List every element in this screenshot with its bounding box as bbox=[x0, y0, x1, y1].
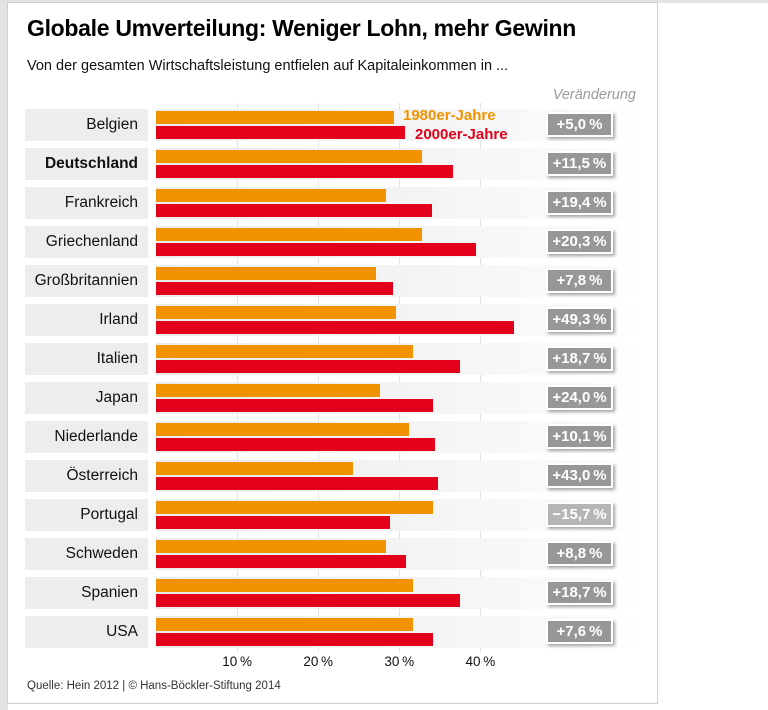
change-badge: +5,0 % bbox=[546, 112, 613, 137]
change-badge: +11,5 % bbox=[546, 151, 613, 176]
legend-2000s-label: 2000er-Jahre bbox=[415, 126, 508, 143]
legend-1980s-label: 1980er-Jahre bbox=[403, 107, 496, 124]
change-badge: +18,7 % bbox=[546, 580, 613, 605]
bar-1980s bbox=[156, 228, 422, 241]
bar-1980s bbox=[156, 384, 380, 397]
bar-1980s bbox=[156, 345, 414, 358]
bar-1980s bbox=[156, 501, 434, 514]
bar-1980s bbox=[156, 618, 414, 631]
table-row: Österreich +43,0 % bbox=[8, 460, 656, 492]
change-badge: +7,8 % bbox=[546, 268, 613, 293]
table-row: Italien +18,7 % bbox=[8, 343, 656, 375]
chart-card: Globale Umverteilung: Weniger Lohn, mehr… bbox=[7, 2, 658, 704]
change-column-header: Veränderung bbox=[552, 87, 636, 103]
gridline bbox=[399, 103, 401, 652]
country-label: Schweden bbox=[25, 538, 148, 570]
bar-2000s bbox=[156, 165, 453, 178]
bar-2000s bbox=[156, 633, 433, 646]
gridline bbox=[480, 103, 482, 652]
gridline bbox=[318, 103, 320, 652]
bar-2000s bbox=[156, 516, 391, 529]
table-row: Irland +49,3 % bbox=[8, 304, 656, 336]
bar-1980s bbox=[156, 267, 376, 280]
country-label: Irland bbox=[25, 304, 148, 336]
country-label: Griechenland bbox=[25, 226, 148, 258]
country-label: Portugal bbox=[25, 499, 148, 531]
table-row: USA +7,6 % bbox=[8, 616, 656, 648]
bar-1980s bbox=[156, 423, 410, 436]
bar-1980s bbox=[156, 306, 397, 319]
x-axis-tick-label: 10 % bbox=[222, 654, 252, 669]
country-label: Österreich bbox=[25, 460, 148, 492]
source-note: Quelle: Hein 2012 | © Hans-Böckler-Stift… bbox=[27, 680, 281, 692]
bar-1980s bbox=[156, 111, 394, 124]
country-label: USA bbox=[25, 616, 148, 648]
table-row: Griechenland +20,3 % bbox=[8, 226, 656, 258]
table-row: Frankreich +19,4 % bbox=[8, 187, 656, 219]
bar-2000s bbox=[156, 243, 476, 256]
bar-1980s bbox=[156, 540, 386, 553]
top-edge-strip bbox=[0, 0, 768, 3]
change-badge: +19,4 % bbox=[546, 190, 613, 215]
page-title: Globale Umverteilung: Weniger Lohn, mehr… bbox=[27, 15, 577, 41]
bar-1980s bbox=[156, 150, 422, 163]
change-badge: +24,0 % bbox=[546, 385, 613, 410]
change-badge: +7,6 % bbox=[546, 619, 613, 644]
change-badge: +43,0 % bbox=[546, 463, 613, 488]
bar-1980s bbox=[156, 462, 354, 475]
table-row: Deutschland +11,5 % bbox=[8, 148, 656, 180]
table-row: Belgien +5,0 % bbox=[8, 109, 656, 141]
country-label: Belgien bbox=[25, 109, 148, 141]
country-label: Japan bbox=[25, 382, 148, 414]
x-axis-tick-label: 30 % bbox=[384, 654, 415, 669]
x-axis-tick-label: 20 % bbox=[303, 654, 334, 669]
bar-2000s bbox=[156, 204, 432, 217]
country-label: Frankreich bbox=[25, 187, 148, 219]
change-badge: +10,1 % bbox=[546, 424, 613, 449]
table-row: Japan +24,0 % bbox=[8, 382, 656, 414]
x-axis-tick-label: 40 % bbox=[465, 654, 496, 669]
country-label: Niederlande bbox=[25, 421, 148, 453]
change-badge: +49,3 % bbox=[546, 307, 613, 332]
country-label: Großbritannien bbox=[25, 265, 148, 297]
bar-2000s bbox=[156, 477, 439, 490]
bar-1980s bbox=[156, 189, 387, 202]
left-edge-strip bbox=[0, 0, 8, 710]
bar-2000s bbox=[156, 321, 515, 334]
bar-2000s bbox=[156, 438, 435, 451]
gridline bbox=[237, 103, 239, 652]
country-label: Deutschland bbox=[25, 148, 148, 180]
change-badge: +8,8 % bbox=[546, 541, 613, 566]
table-row: Schweden +8,8 % bbox=[8, 538, 656, 570]
bar-2000s bbox=[156, 360, 461, 373]
country-label: Spanien bbox=[25, 577, 148, 609]
table-row: Niederlande +10,1 % bbox=[8, 421, 656, 453]
bar-1980s bbox=[156, 579, 414, 592]
bar-2000s bbox=[156, 399, 433, 412]
bar-2000s bbox=[156, 126, 405, 139]
page-subtitle: Von der gesamten Wirtschaftsleistung ent… bbox=[27, 58, 509, 74]
change-badge: +20,3 % bbox=[546, 229, 613, 254]
bar-2000s bbox=[156, 555, 406, 568]
bar-2000s bbox=[156, 282, 393, 295]
country-label: Italien bbox=[25, 343, 148, 375]
change-badge: +18,7 % bbox=[546, 346, 613, 371]
table-row: Großbritannien +7,8 % bbox=[8, 265, 656, 297]
table-row: Portugal −15,7 % bbox=[8, 499, 656, 531]
bar-2000s bbox=[156, 594, 461, 607]
change-badge: −15,7 % bbox=[546, 502, 613, 527]
table-row: Spanien +18,7 % bbox=[8, 577, 656, 609]
